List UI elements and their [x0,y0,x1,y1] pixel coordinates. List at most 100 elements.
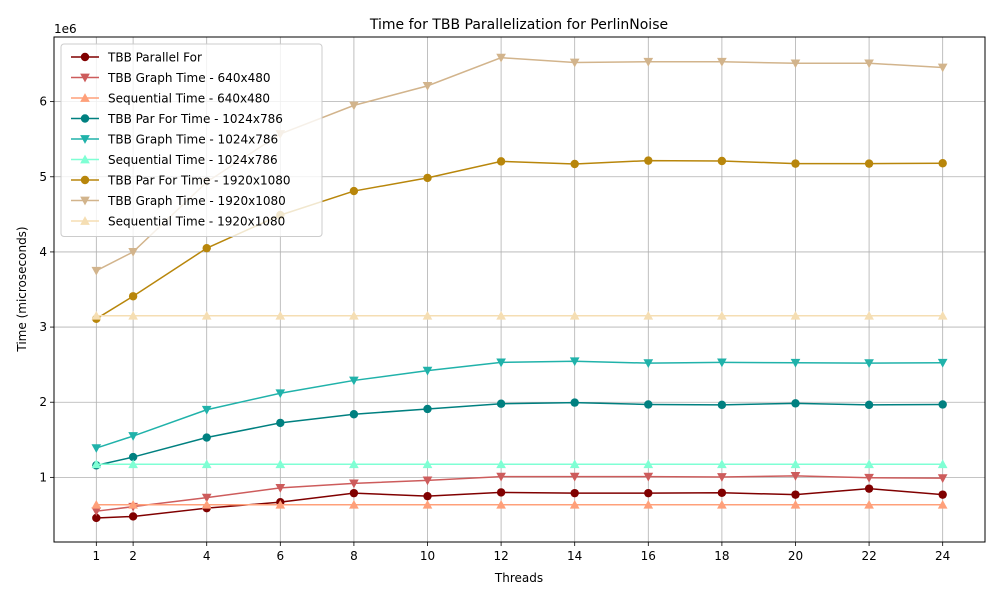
data-point [496,358,506,368]
data-point [202,243,211,253]
data-point [569,58,580,68]
data-point [201,459,212,469]
series-6 [91,459,948,469]
data-point [496,488,506,497]
x-tick-label: 6 [276,549,284,563]
legend-swatch-marker [80,196,90,206]
data-point [496,53,506,63]
data-point [275,459,286,469]
data-point [569,310,580,320]
legend-swatch-marker [80,216,90,225]
data-point [349,101,359,111]
data-point [937,474,948,483]
data-point [422,366,433,376]
data-point [643,57,654,67]
data-point [569,459,580,469]
data-point [643,499,654,509]
data-point [276,418,285,428]
data-point [938,490,947,499]
data-point [937,310,948,320]
data-point [864,59,874,69]
data-point [496,157,506,166]
data-point [349,479,359,489]
data-point [643,459,654,469]
x-tick-label: 10 [420,549,435,563]
legend-entry: TBB Par For Time - 1920x1080 [71,174,290,188]
data-point [790,310,801,320]
data-point [570,398,579,407]
data-point [644,488,653,498]
legend-swatch-marker [80,135,90,144]
data-point [864,359,874,368]
data-point [864,310,874,320]
data-point [423,173,432,183]
x-tick-label: 20 [788,549,803,563]
data-point [570,159,579,169]
data-point [496,499,506,509]
data-point [937,358,948,368]
data-point [91,499,102,509]
series-5 [91,357,948,453]
data-point [791,490,800,499]
data-point [570,488,579,498]
y-tick-label: 1 [39,470,47,484]
series-3 [91,499,948,509]
data-point [643,359,654,368]
data-point [864,159,874,168]
data-point [92,513,101,523]
chart-title: Time for TBB Parallelization for PerlinN… [369,17,668,33]
legend-entry: TBB Parallel For [71,51,202,65]
data-point [275,310,286,320]
data-point [569,357,580,367]
data-point [275,389,286,399]
data-point [422,476,433,486]
legend-entry: Sequential Time - 1920x1080 [71,215,285,229]
data-point [496,472,506,482]
data-point [349,459,359,469]
data-point [717,488,727,497]
data-point [128,452,138,462]
data-point [569,472,580,482]
legend-label: Sequential Time - 640x480 [108,92,270,106]
y-multiplier-label: 1e6 [54,22,77,36]
data-point [423,404,432,414]
data-point [790,499,801,509]
data-point [790,358,801,368]
y-axis-title: Time (microseconds) [15,226,29,352]
legend-entry: TBB Graph Time - 1920x1080 [71,194,286,208]
data-point [201,310,212,320]
data-point [717,473,727,482]
data-point [201,493,212,503]
data-point [128,292,138,301]
legend-label: TBB Graph Time - 1024x786 [107,133,278,147]
data-point [128,310,138,320]
data-point [717,400,727,410]
legend-label: TBB Graph Time - 640x480 [107,71,270,85]
data-point [128,499,138,509]
data-point [643,472,654,482]
x-tick-label: 22 [861,549,876,563]
data-point [717,459,727,469]
data-point [717,499,727,509]
data-point [569,499,580,509]
legend-label: Sequential Time - 1920x1080 [108,215,285,229]
data-point [422,81,433,91]
data-point [864,473,874,483]
y-tick-label: 4 [39,245,47,259]
data-point [791,399,800,408]
legend-box [60,43,323,237]
x-tick-label: 16 [641,549,656,563]
legend-label: TBB Parallel For [107,51,202,65]
data-point [91,459,102,469]
data-point [128,432,138,441]
x-tick-label: 14 [567,549,582,563]
legend-entry: TBB Par For Time - 1024x786 [71,112,283,126]
plot-frame [53,36,986,543]
data-point [202,433,211,442]
data-point [790,459,801,469]
legend-swatch-marker [80,93,90,102]
data-point [790,472,801,481]
data-point [643,310,654,320]
data-point [91,507,102,517]
